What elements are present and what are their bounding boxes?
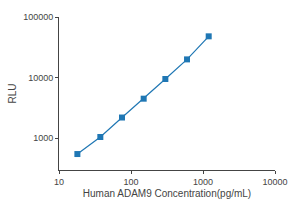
svg-text:10000: 10000 [262,177,287,187]
svg-text:10000: 10000 [28,73,53,83]
svg-text:100000: 100000 [23,12,53,22]
svg-text:1000: 1000 [33,133,53,143]
svg-text:RLU: RLU [7,83,18,103]
svg-text:Human ADAM9 Concentration(pg/m: Human ADAM9 Concentration(pg/mL) [83,188,251,199]
svg-text:10: 10 [54,177,64,187]
svg-text:100: 100 [123,177,138,187]
svg-text:1000: 1000 [193,177,213,187]
